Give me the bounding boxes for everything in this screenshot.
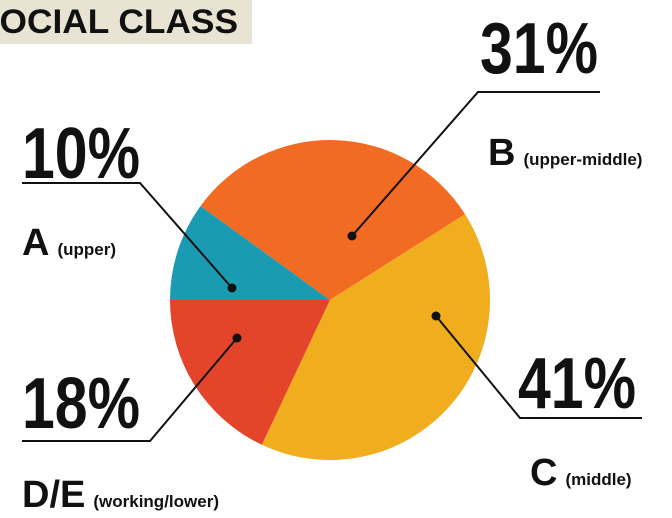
pie-slice — [170, 300, 330, 445]
category-letter: A — [22, 222, 49, 264]
title-background — [0, 0, 252, 44]
category-letter: C — [530, 452, 557, 494]
callout-dot — [227, 283, 237, 293]
category-letter: B — [488, 132, 515, 174]
callout-dot — [232, 333, 242, 343]
category-label: D/E (working/lower) — [22, 474, 219, 516]
value-label: 31% — [480, 9, 598, 89]
category-label: A (upper) — [22, 222, 116, 264]
pie-slice — [200, 139, 466, 300]
category-description: (middle) — [565, 470, 631, 489]
value-label: 41% — [518, 344, 636, 424]
category-letter: D/E — [22, 474, 85, 516]
callout-line — [22, 182, 233, 289]
value-label: 18% — [22, 364, 140, 444]
category-description: (working/lower) — [93, 492, 219, 511]
category-description: (upper) — [57, 240, 116, 259]
pie-slice — [261, 214, 491, 461]
value-label: 10% — [22, 114, 140, 194]
category-label: B (upper-middle) — [488, 132, 642, 174]
callout-line — [435, 315, 642, 419]
callout-dot — [431, 311, 441, 321]
callout-dot — [347, 231, 357, 241]
pie-slice — [170, 205, 330, 300]
chart-title: SOCIAL CLASS — [0, 3, 238, 41]
category-description: (upper-middle) — [523, 150, 642, 169]
callout-line — [22, 337, 238, 442]
category-label: C (middle) — [530, 452, 632, 494]
callout-line — [351, 91, 600, 237]
